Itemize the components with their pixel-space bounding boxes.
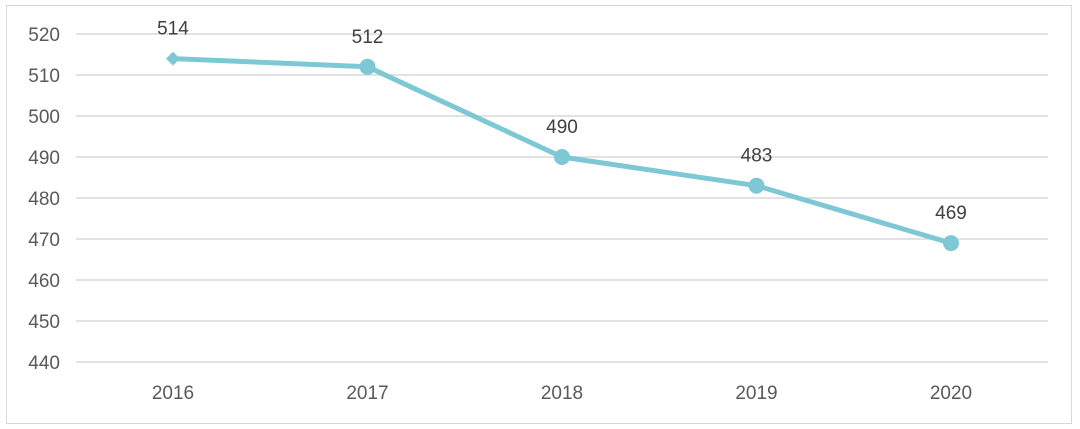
x-tick-label: 2018 [541,383,583,404]
data-label: 469 [935,203,967,224]
data-point-marker [554,149,570,165]
x-tick-label: 2016 [152,383,194,404]
data-point-marker [943,235,959,252]
y-tick-label: 440 [28,353,60,374]
y-tick-label: 460 [28,271,60,292]
data-label: 512 [352,27,384,48]
data-point-marker [748,177,765,194]
y-tick-label: 470 [28,230,60,251]
gridlines [76,33,1048,363]
data-point-marker [166,51,180,66]
data-label: 514 [157,19,189,40]
x-tick-label: 2017 [346,383,388,404]
y-tick-label: 520 [28,25,60,46]
y-axis-tick-labels: 440 450 460 470 480 490 500 510 520 [28,25,60,374]
y-tick-label: 480 [28,189,60,210]
data-label: 490 [546,117,578,138]
y-tick-label: 450 [28,312,60,333]
x-axis-tick-labels: 2016 2017 2018 2019 2020 [152,383,972,404]
x-tick-label: 2019 [735,383,777,404]
y-tick-label: 510 [28,66,60,87]
data-labels: 514 512 490 483 469 [157,19,967,225]
series-markers [166,51,959,252]
y-tick-label: 490 [28,148,60,169]
data-label: 483 [741,146,773,167]
x-tick-label: 2020 [930,383,972,404]
data-point-marker [359,58,376,75]
y-tick-label: 500 [28,107,60,128]
